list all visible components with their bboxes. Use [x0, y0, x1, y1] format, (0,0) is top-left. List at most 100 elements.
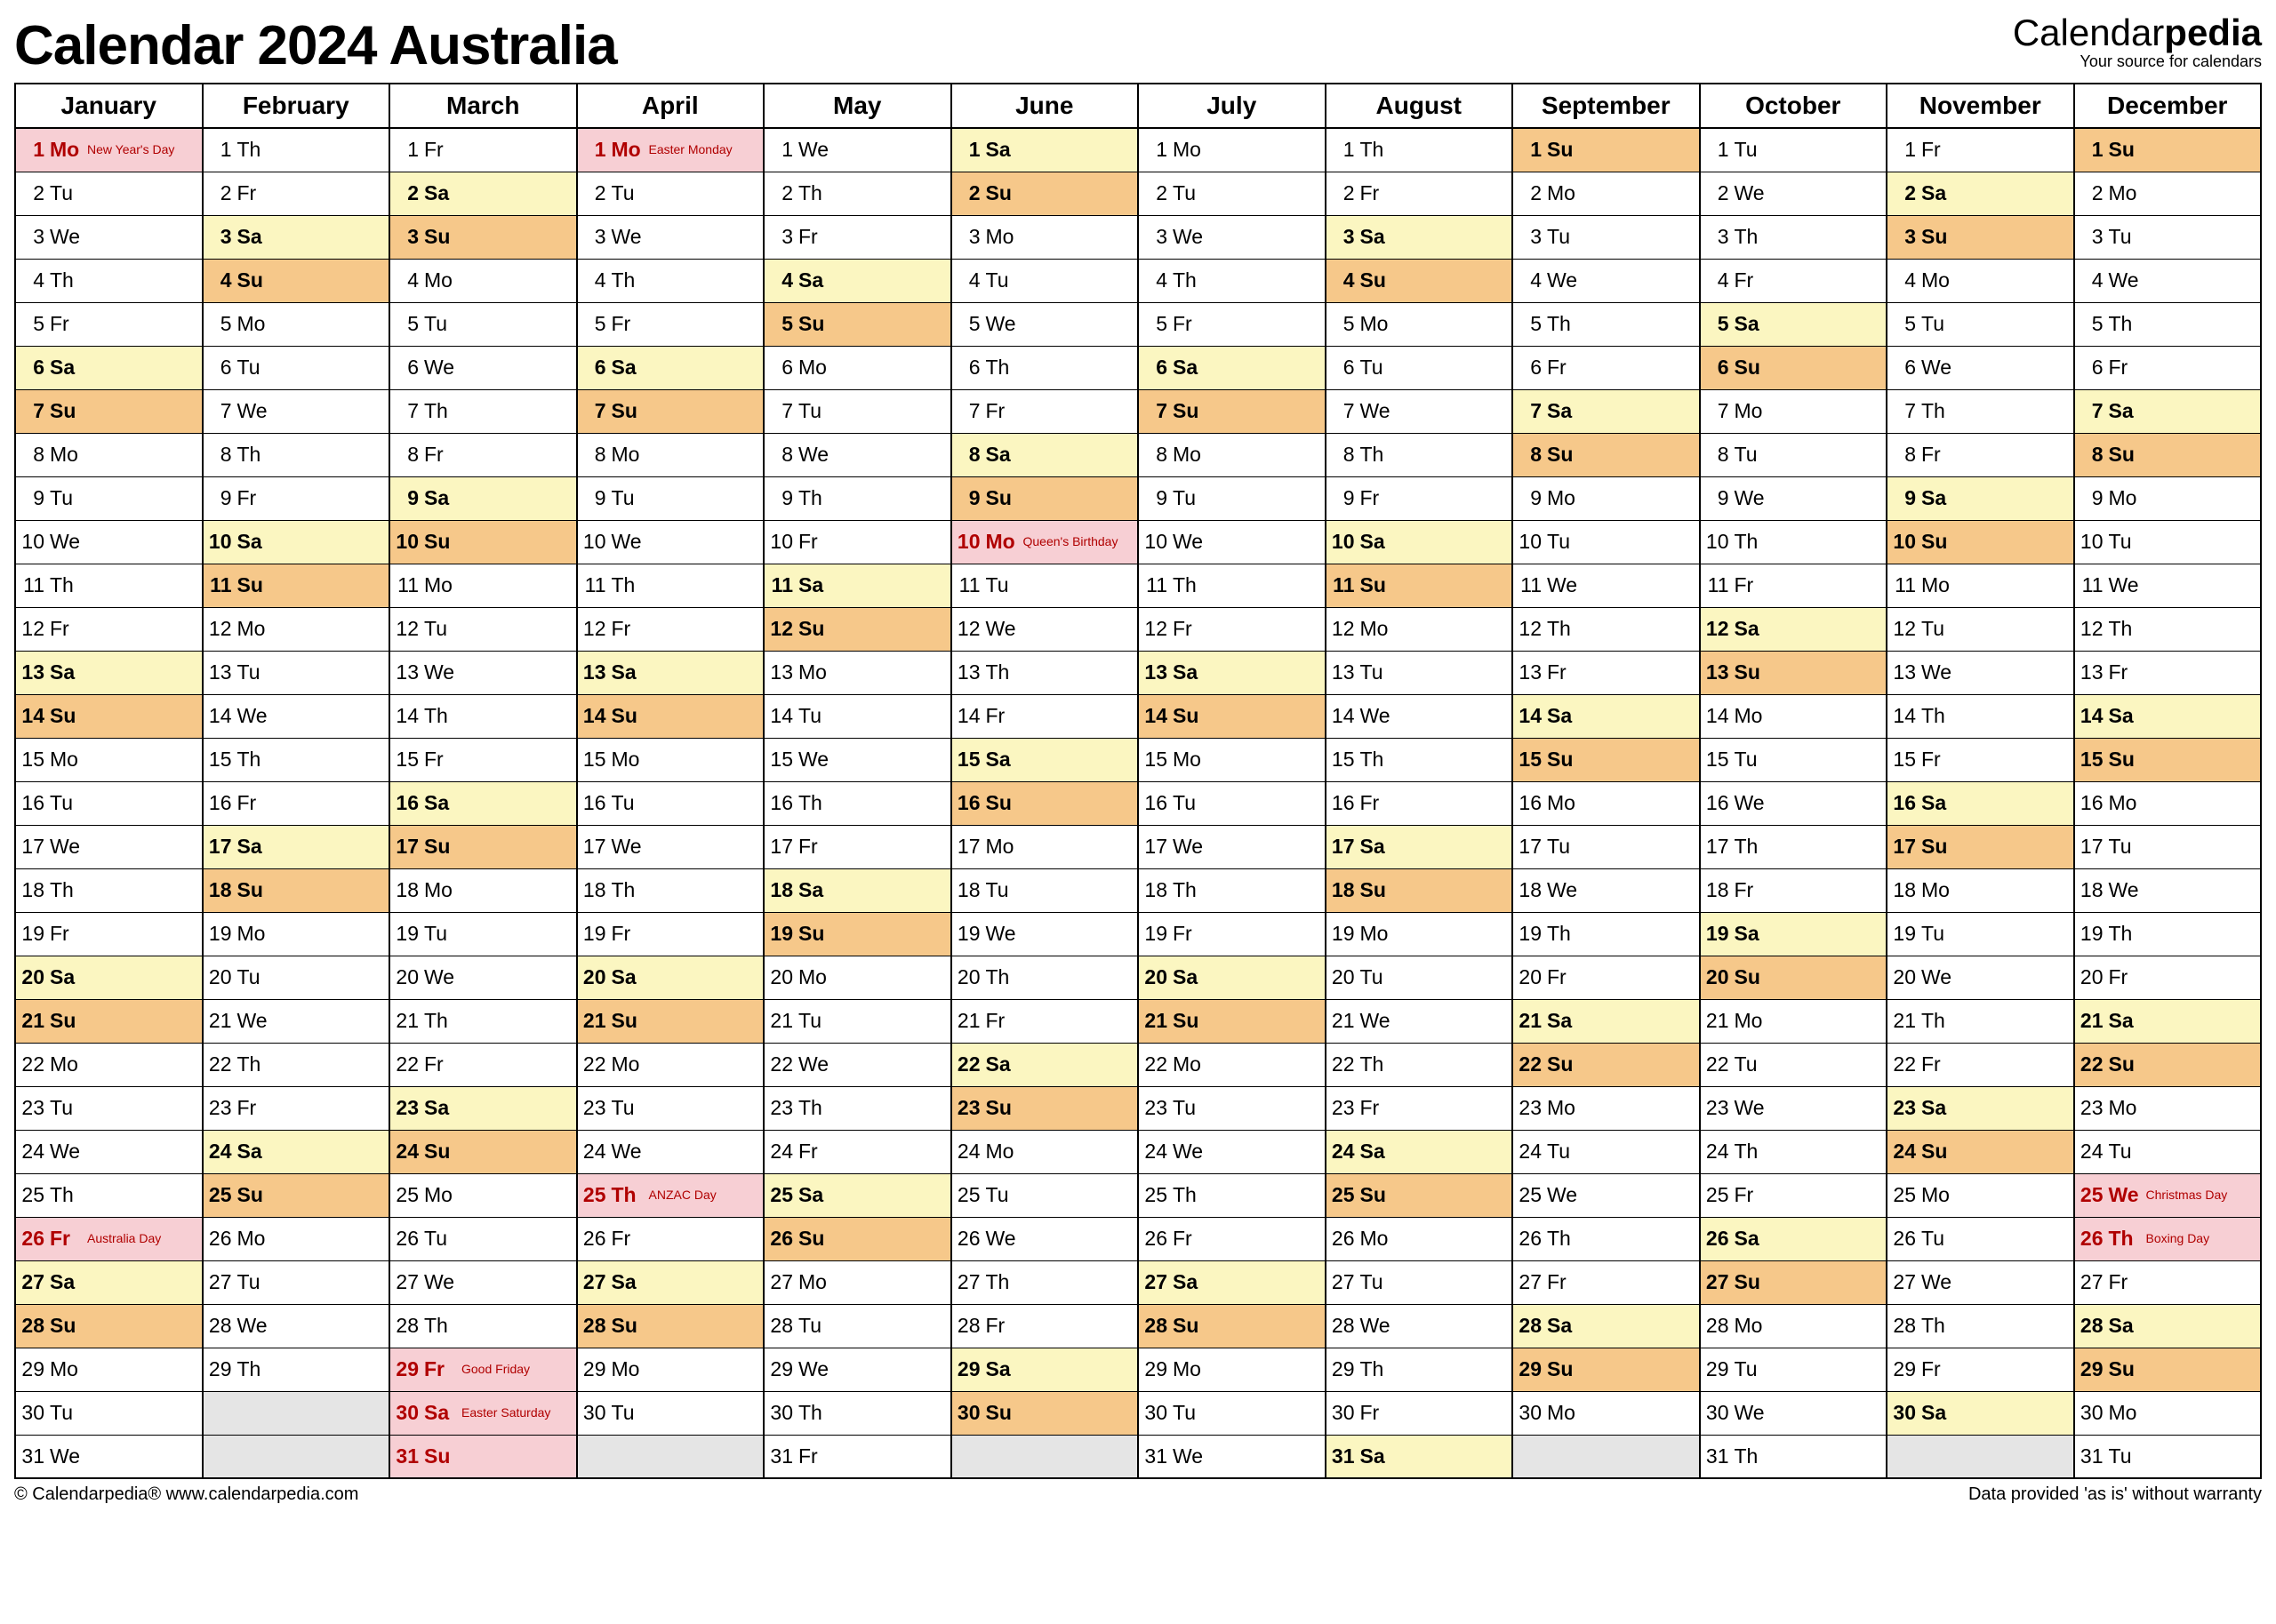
day-of-week: Mo: [1547, 486, 1583, 510]
calendar-cell: 23Su: [951, 1086, 1139, 1130]
calendar-cell: 25Th: [15, 1173, 203, 1217]
day-number: 23: [20, 1096, 50, 1120]
calendar-cell: 28Su: [1138, 1304, 1326, 1348]
calendar-cell: 6Fr: [1512, 346, 1700, 389]
day-of-week: Su: [1547, 1052, 1583, 1076]
day-of-week: Sa: [50, 1270, 85, 1294]
day-number: 30: [2079, 1401, 2109, 1425]
day-of-week: Fr: [237, 1096, 273, 1120]
day-of-week: We: [986, 312, 1022, 336]
day-of-week: Su: [1547, 1357, 1583, 1381]
calendar-row: 26FrAustralia Day26Mo26Tu26Fr26Su26We26F…: [15, 1217, 2261, 1260]
day-of-week: Fr: [1360, 1096, 1396, 1120]
calendar-cell: 11Su: [1326, 564, 1513, 607]
day-number: 1: [956, 138, 986, 162]
calendar-cell: 18We: [2074, 868, 2262, 912]
day-of-week: Sa: [612, 660, 647, 684]
calendar-cell: 30We: [1700, 1391, 1887, 1435]
calendar-cell: 19Th: [2074, 912, 2262, 956]
calendar-cell: 19We: [951, 912, 1139, 956]
day-of-week: We: [1735, 1401, 1770, 1425]
calendar-cell: 30SaEaster Saturday: [389, 1391, 577, 1435]
day-number: 18: [1704, 878, 1735, 902]
day-number: 21: [581, 1009, 612, 1033]
day-of-week: Tu: [1547, 835, 1583, 859]
day-number: 19: [1704, 922, 1735, 946]
day-of-week: Th: [1735, 530, 1770, 554]
day-number: 13: [394, 660, 424, 684]
calendar-cell: 29Th: [1326, 1348, 1513, 1391]
calendar-cell: 5Mo: [1326, 302, 1513, 346]
day-of-week: Su: [237, 1183, 273, 1207]
calendar-cell: 20Fr: [1512, 956, 1700, 999]
calendar-cell: 23Fr: [203, 1086, 390, 1130]
calendar-cell: 11Fr: [1700, 564, 1887, 607]
calendar-cell: 4Sa: [764, 259, 951, 302]
day-number: 22: [956, 1052, 986, 1076]
day-number: 13: [1142, 660, 1173, 684]
day-of-week: Fr: [1735, 573, 1770, 597]
day-number: 15: [581, 748, 612, 772]
day-of-week: Fr: [50, 617, 85, 641]
day-of-week: Sa: [1921, 486, 1957, 510]
day-number: 11: [1517, 573, 1547, 597]
day-of-week: Mo: [424, 268, 460, 292]
day-of-week: Fr: [424, 1357, 460, 1381]
calendar-cell: 29Fr: [1887, 1348, 2074, 1391]
day-number: 19: [1517, 922, 1547, 946]
calendar-cell: 24We: [1138, 1130, 1326, 1173]
calendar-cell: 19Fr: [15, 912, 203, 956]
calendar-cell: 7We: [1326, 389, 1513, 433]
day-number: 18: [956, 878, 986, 902]
day-number: 14: [394, 704, 424, 728]
day-of-week: Mo: [1735, 1314, 1770, 1338]
calendar-cell: 2Tu: [577, 172, 765, 215]
day-of-week: Su: [1547, 443, 1583, 467]
calendar-cell: 12Fr: [1138, 607, 1326, 651]
day-of-week: Th: [237, 748, 273, 772]
calendar-cell: 15Su: [2074, 738, 2262, 781]
day-number: 26: [1142, 1227, 1173, 1251]
day-of-week: Su: [798, 922, 834, 946]
calendar-cell: 9Mo: [1512, 476, 1700, 520]
day-number: 13: [20, 660, 50, 684]
calendar-cell: 20We: [389, 956, 577, 999]
day-of-week: Fr: [50, 1227, 85, 1251]
month-header: September: [1512, 84, 1700, 128]
day-number: 8: [1704, 443, 1735, 467]
day-number: 17: [207, 835, 237, 859]
month-header: October: [1700, 84, 1887, 128]
day-of-week: We: [50, 1140, 85, 1164]
month-header: March: [389, 84, 577, 128]
day-number: 16: [956, 791, 986, 815]
day-number: 22: [207, 1052, 237, 1076]
day-number: 23: [207, 1096, 237, 1120]
calendar-cell: 16We: [1700, 781, 1887, 825]
day-number: 5: [956, 312, 986, 336]
calendar-cell: 27Mo: [764, 1260, 951, 1304]
day-of-week: Tu: [1735, 443, 1770, 467]
calendar-cell: 28We: [1326, 1304, 1513, 1348]
calendar-cell: 24Tu: [1512, 1130, 1700, 1173]
day-of-week: We: [1921, 660, 1957, 684]
day-of-week: Tu: [2109, 835, 2144, 859]
day-of-week: Su: [1735, 356, 1770, 380]
day-of-week: Th: [237, 443, 273, 467]
day-number: 19: [20, 922, 50, 946]
calendar-cell: 17Tu: [1512, 825, 1700, 868]
calendar-cell: 27Sa: [15, 1260, 203, 1304]
day-number: 6: [956, 356, 986, 380]
calendar-cell: 1MoEaster Monday: [577, 128, 765, 172]
day-of-week: Th: [1360, 443, 1396, 467]
day-of-week: Sa: [1173, 965, 1208, 989]
calendar-cell: 26Mo: [1326, 1217, 1513, 1260]
day-of-week: Fr: [1360, 791, 1396, 815]
calendar-cell: 28Sa: [1512, 1304, 1700, 1348]
day-number: 6: [581, 356, 612, 380]
day-number: 14: [2079, 704, 2109, 728]
day-of-week: We: [50, 225, 85, 249]
calendar-cell: 21Su: [1138, 999, 1326, 1043]
day-of-week: Su: [1547, 138, 1583, 162]
calendar-cell: 12Mo: [1326, 607, 1513, 651]
calendar-row: 9Tu9Fr9Sa9Tu9Th9Su9Tu9Fr9Mo9We9Sa9Mo: [15, 476, 2261, 520]
